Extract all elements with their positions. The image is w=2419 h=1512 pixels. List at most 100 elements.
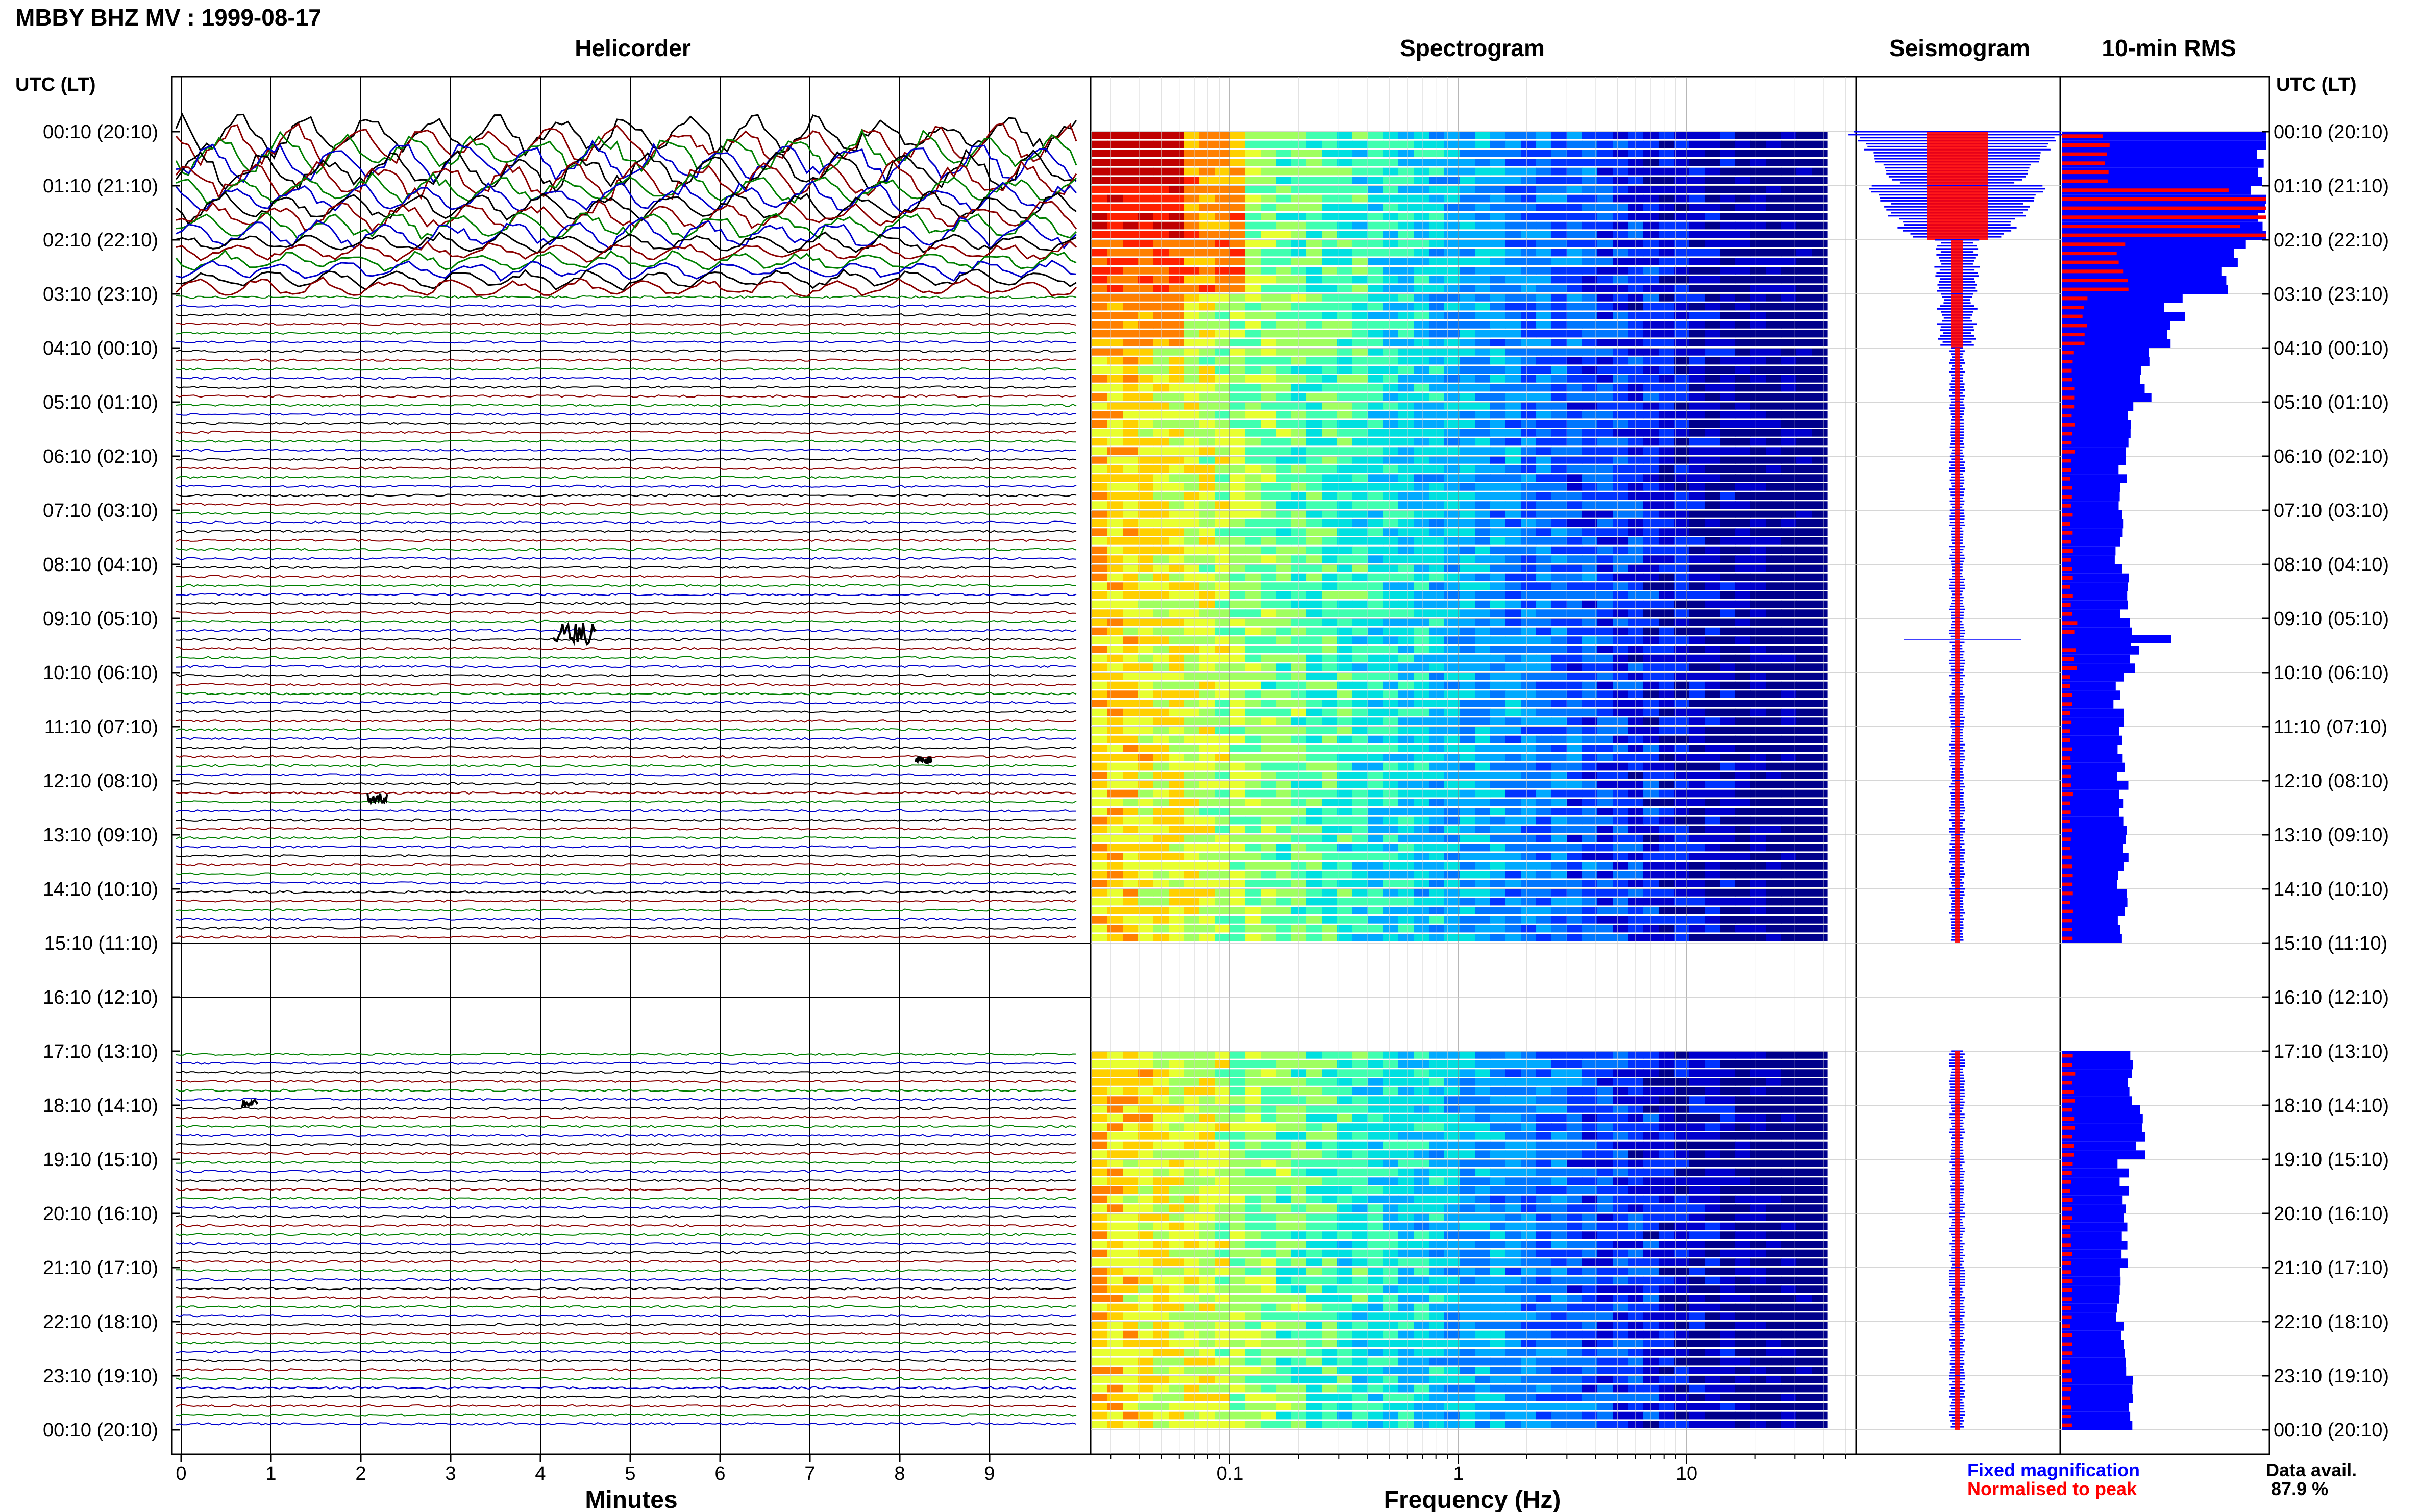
helicorder-x-tick: 1	[265, 1463, 276, 1484]
time-label-left: 04:10 (00:10)	[43, 338, 158, 359]
rms-bar	[2062, 411, 2128, 420]
rms-peak-bar	[2062, 1405, 2071, 1409]
rms-peak-bar	[2062, 152, 2107, 156]
rms-bar	[2062, 1285, 2120, 1295]
rms-bar	[2062, 483, 2120, 492]
rms-peak-bar	[2062, 729, 2070, 733]
rms-peak-bar	[2062, 540, 2071, 544]
rms-peak-bar	[2062, 1135, 2072, 1139]
rms-bar	[2062, 276, 2227, 285]
rms-peak-bar	[2062, 1207, 2072, 1211]
rms-peak-bar	[2062, 179, 2108, 183]
rms-peak-bar	[2062, 306, 2084, 310]
rms-bar	[2062, 429, 2131, 438]
rms-bar	[2062, 844, 2123, 853]
time-label-left: 07:10 (03:10)	[43, 500, 158, 522]
time-label-right: 06:10 (02:10)	[2274, 446, 2389, 467]
rms-bar	[2062, 1213, 2124, 1223]
rms-peak-bar	[2062, 1153, 2074, 1157]
rms-bar	[2062, 1384, 2133, 1394]
rms-bar	[2062, 339, 2171, 348]
rms-bar	[2062, 528, 2123, 537]
time-label-right: 04:10 (00:10)	[2274, 338, 2389, 359]
rms-bar	[2062, 889, 2127, 898]
rms-bar	[2062, 330, 2167, 339]
rms-peak-bar	[2062, 414, 2072, 418]
rms-bar	[2062, 177, 2262, 186]
rms-bar	[2062, 826, 2127, 835]
rms-bar	[2062, 1357, 2126, 1367]
rms-bar	[2062, 934, 2122, 943]
time-label-right: 22:10 (18:10)	[2274, 1311, 2389, 1333]
rms-bar	[2062, 1114, 2143, 1124]
rms-peak-bar	[2062, 567, 2072, 571]
rms-peak-bar	[2062, 891, 2073, 896]
rms-bar	[2062, 898, 2128, 907]
rms-peak-bar	[2062, 387, 2075, 391]
rms-bar	[2062, 1312, 2116, 1322]
helicorder-x-tick: 0	[176, 1463, 186, 1484]
rms-peak-bar	[2062, 693, 2072, 697]
rms-bar	[2062, 447, 2126, 456]
rms-bar	[2062, 853, 2129, 862]
rms-bar	[2062, 1141, 2136, 1151]
rms-peak-bar	[2062, 1099, 2075, 1103]
rms-bar	[2062, 402, 2134, 411]
rms-bar	[2062, 564, 2122, 574]
helicorder-x-tick: 2	[355, 1463, 366, 1484]
rms-bar	[2062, 1349, 2125, 1358]
rms-bar	[2062, 772, 2117, 781]
rms-peak-bar	[2062, 702, 2072, 706]
time-label-right: 15:10 (11:10)	[2274, 933, 2387, 954]
rms-peak-bar	[2062, 1279, 2073, 1283]
time-label-right: 00:10 (20:10)	[2274, 121, 2389, 143]
rms-peak-bar	[2062, 936, 2073, 940]
rms-peak-bar	[2062, 1342, 2072, 1346]
rms-bar	[2062, 1249, 2122, 1259]
rms-bar	[2062, 1096, 2132, 1105]
rms-peak-bar	[2062, 928, 2072, 932]
rms-peak-bar	[2062, 612, 2072, 616]
spectrogram-x-tick: 0.1	[1217, 1463, 1244, 1484]
time-label-left: 00:10 (20:10)	[43, 121, 158, 143]
rms-peak-bar	[2062, 684, 2070, 688]
rms-peak-bar	[2062, 269, 2124, 274]
time-label-left: 05:10 (01:10)	[43, 392, 158, 413]
rms-bar	[2062, 303, 2164, 312]
rms-peak-bar	[2062, 441, 2072, 445]
time-label-left: 20:10 (16:10)	[43, 1203, 158, 1225]
rms-bar	[2062, 1303, 2117, 1313]
helicorder-x-tick: 9	[984, 1463, 995, 1484]
rms-bar	[2062, 925, 2120, 934]
rms-bar	[2062, 816, 2124, 826]
time-label-left: 13:10 (09:10)	[43, 825, 158, 846]
time-label-right: 05:10 (01:10)	[2274, 392, 2389, 413]
rms-peak-bar	[2062, 1415, 2071, 1419]
rms-bar	[2062, 249, 2234, 258]
seismogram-envelope	[1848, 131, 2066, 1430]
rms-bar	[2062, 618, 2130, 628]
rms-bar	[2062, 1322, 2124, 1331]
rms-bar	[2062, 745, 2118, 754]
rms-bar	[2062, 1258, 2128, 1268]
helicorder-x-tick: 3	[445, 1463, 456, 1484]
rms-peak-bar	[2062, 242, 2126, 246]
rms-bar	[2062, 285, 2228, 294]
rms-bar	[2062, 654, 2130, 664]
rms-peak-bar	[2062, 1171, 2072, 1175]
rms-peak-bar	[2062, 874, 2073, 878]
rms-bar	[2062, 167, 2258, 177]
helicorder-x-tick: 7	[804, 1463, 815, 1484]
rms-peak-bar	[2062, 1396, 2070, 1400]
rms-peak-bar	[2062, 801, 2070, 805]
time-label-right: 01:10 (21:10)	[2274, 176, 2389, 197]
rms-peak-bar	[2062, 1351, 2073, 1355]
time-label-right: 11:10 (07:10)	[2274, 716, 2387, 738]
rms-peak-bar	[2062, 774, 2071, 778]
rms-peak-bar	[2062, 621, 2078, 625]
rms-peak-bar	[2062, 225, 2240, 229]
rms-bar	[2062, 1195, 2123, 1205]
time-label-right: 14:10 (10:10)	[2274, 879, 2389, 900]
rms-peak-bar	[2062, 576, 2073, 580]
